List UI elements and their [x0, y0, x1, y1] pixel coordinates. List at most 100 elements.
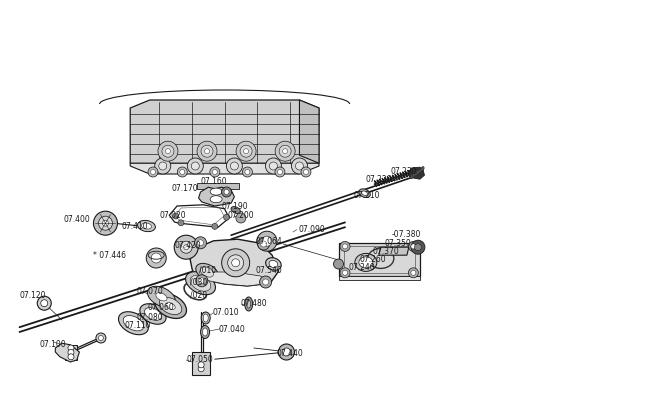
Polygon shape — [195, 272, 270, 286]
Ellipse shape — [196, 263, 218, 281]
Circle shape — [411, 270, 416, 275]
Circle shape — [236, 141, 256, 161]
Circle shape — [96, 333, 106, 343]
Circle shape — [210, 167, 220, 177]
Ellipse shape — [247, 300, 251, 308]
Text: 07.170: 07.170 — [171, 184, 198, 193]
Text: /010: /010 — [199, 265, 216, 274]
Text: 07.230: 07.230 — [391, 168, 417, 176]
Ellipse shape — [245, 297, 253, 311]
Circle shape — [102, 220, 109, 226]
Ellipse shape — [210, 188, 222, 195]
Circle shape — [230, 162, 238, 170]
Circle shape — [196, 275, 208, 287]
Text: -07.380: -07.380 — [392, 230, 421, 239]
Ellipse shape — [137, 220, 156, 232]
Circle shape — [155, 158, 171, 174]
Circle shape — [174, 235, 198, 259]
Ellipse shape — [395, 176, 400, 180]
Circle shape — [340, 268, 350, 278]
Ellipse shape — [413, 172, 416, 177]
Ellipse shape — [190, 275, 211, 291]
Ellipse shape — [359, 257, 373, 268]
Circle shape — [201, 145, 213, 157]
Circle shape — [177, 167, 187, 177]
Text: 07.080: 07.080 — [137, 313, 163, 322]
Circle shape — [411, 244, 416, 249]
Circle shape — [162, 145, 174, 157]
Circle shape — [260, 241, 267, 247]
Text: 07.050: 07.050 — [186, 356, 213, 364]
Ellipse shape — [410, 174, 414, 179]
Text: 07.120: 07.120 — [20, 292, 46, 300]
Circle shape — [204, 149, 210, 154]
Circle shape — [221, 187, 232, 197]
Circle shape — [236, 213, 246, 223]
Circle shape — [408, 268, 419, 278]
Circle shape — [232, 259, 240, 267]
Text: 07.010: 07.010 — [212, 308, 239, 317]
Circle shape — [279, 344, 294, 360]
Ellipse shape — [359, 189, 370, 198]
Circle shape — [260, 276, 271, 288]
Circle shape — [242, 167, 253, 177]
Circle shape — [37, 296, 51, 310]
Circle shape — [195, 237, 206, 249]
Ellipse shape — [406, 172, 411, 176]
Circle shape — [178, 220, 184, 226]
Circle shape — [245, 170, 250, 174]
Circle shape — [415, 244, 421, 251]
Circle shape — [187, 158, 203, 174]
Polygon shape — [339, 243, 420, 276]
Circle shape — [223, 214, 230, 220]
Text: 07.420: 07.420 — [174, 241, 201, 250]
Circle shape — [151, 253, 161, 263]
Circle shape — [275, 141, 295, 161]
Ellipse shape — [362, 191, 367, 195]
Circle shape — [150, 170, 156, 174]
Circle shape — [408, 241, 419, 252]
Circle shape — [159, 162, 167, 170]
Ellipse shape — [141, 223, 152, 229]
Ellipse shape — [201, 312, 210, 324]
Circle shape — [333, 259, 344, 269]
Circle shape — [411, 240, 425, 254]
Ellipse shape — [399, 175, 404, 178]
Circle shape — [41, 300, 48, 307]
Text: 07.090: 07.090 — [298, 225, 325, 234]
Polygon shape — [299, 100, 319, 163]
Ellipse shape — [140, 304, 166, 324]
Ellipse shape — [391, 178, 396, 181]
Circle shape — [270, 162, 277, 170]
Polygon shape — [190, 239, 279, 286]
Text: 07.210: 07.210 — [353, 192, 380, 200]
Text: /030: /030 — [190, 278, 207, 287]
Circle shape — [98, 336, 104, 340]
Ellipse shape — [145, 308, 161, 320]
Circle shape — [279, 145, 291, 157]
Polygon shape — [199, 187, 234, 206]
Circle shape — [198, 366, 204, 372]
Ellipse shape — [118, 312, 148, 335]
Circle shape — [198, 362, 204, 368]
Ellipse shape — [415, 171, 418, 176]
Text: 07.200: 07.200 — [228, 212, 255, 220]
Ellipse shape — [202, 328, 208, 336]
Circle shape — [197, 141, 217, 161]
Ellipse shape — [123, 316, 144, 331]
Circle shape — [277, 170, 283, 174]
Text: /020: /020 — [190, 291, 207, 300]
Polygon shape — [65, 345, 77, 360]
Circle shape — [68, 354, 74, 360]
Circle shape — [212, 170, 217, 174]
Circle shape — [165, 149, 171, 154]
Text: 07.260: 07.260 — [359, 256, 386, 264]
Ellipse shape — [266, 258, 281, 270]
Ellipse shape — [159, 297, 182, 315]
Text: 07.220: 07.220 — [366, 175, 393, 184]
Ellipse shape — [417, 170, 420, 174]
Text: 07.440: 07.440 — [277, 349, 303, 358]
Polygon shape — [55, 343, 79, 362]
Ellipse shape — [269, 260, 278, 268]
Circle shape — [184, 245, 189, 250]
